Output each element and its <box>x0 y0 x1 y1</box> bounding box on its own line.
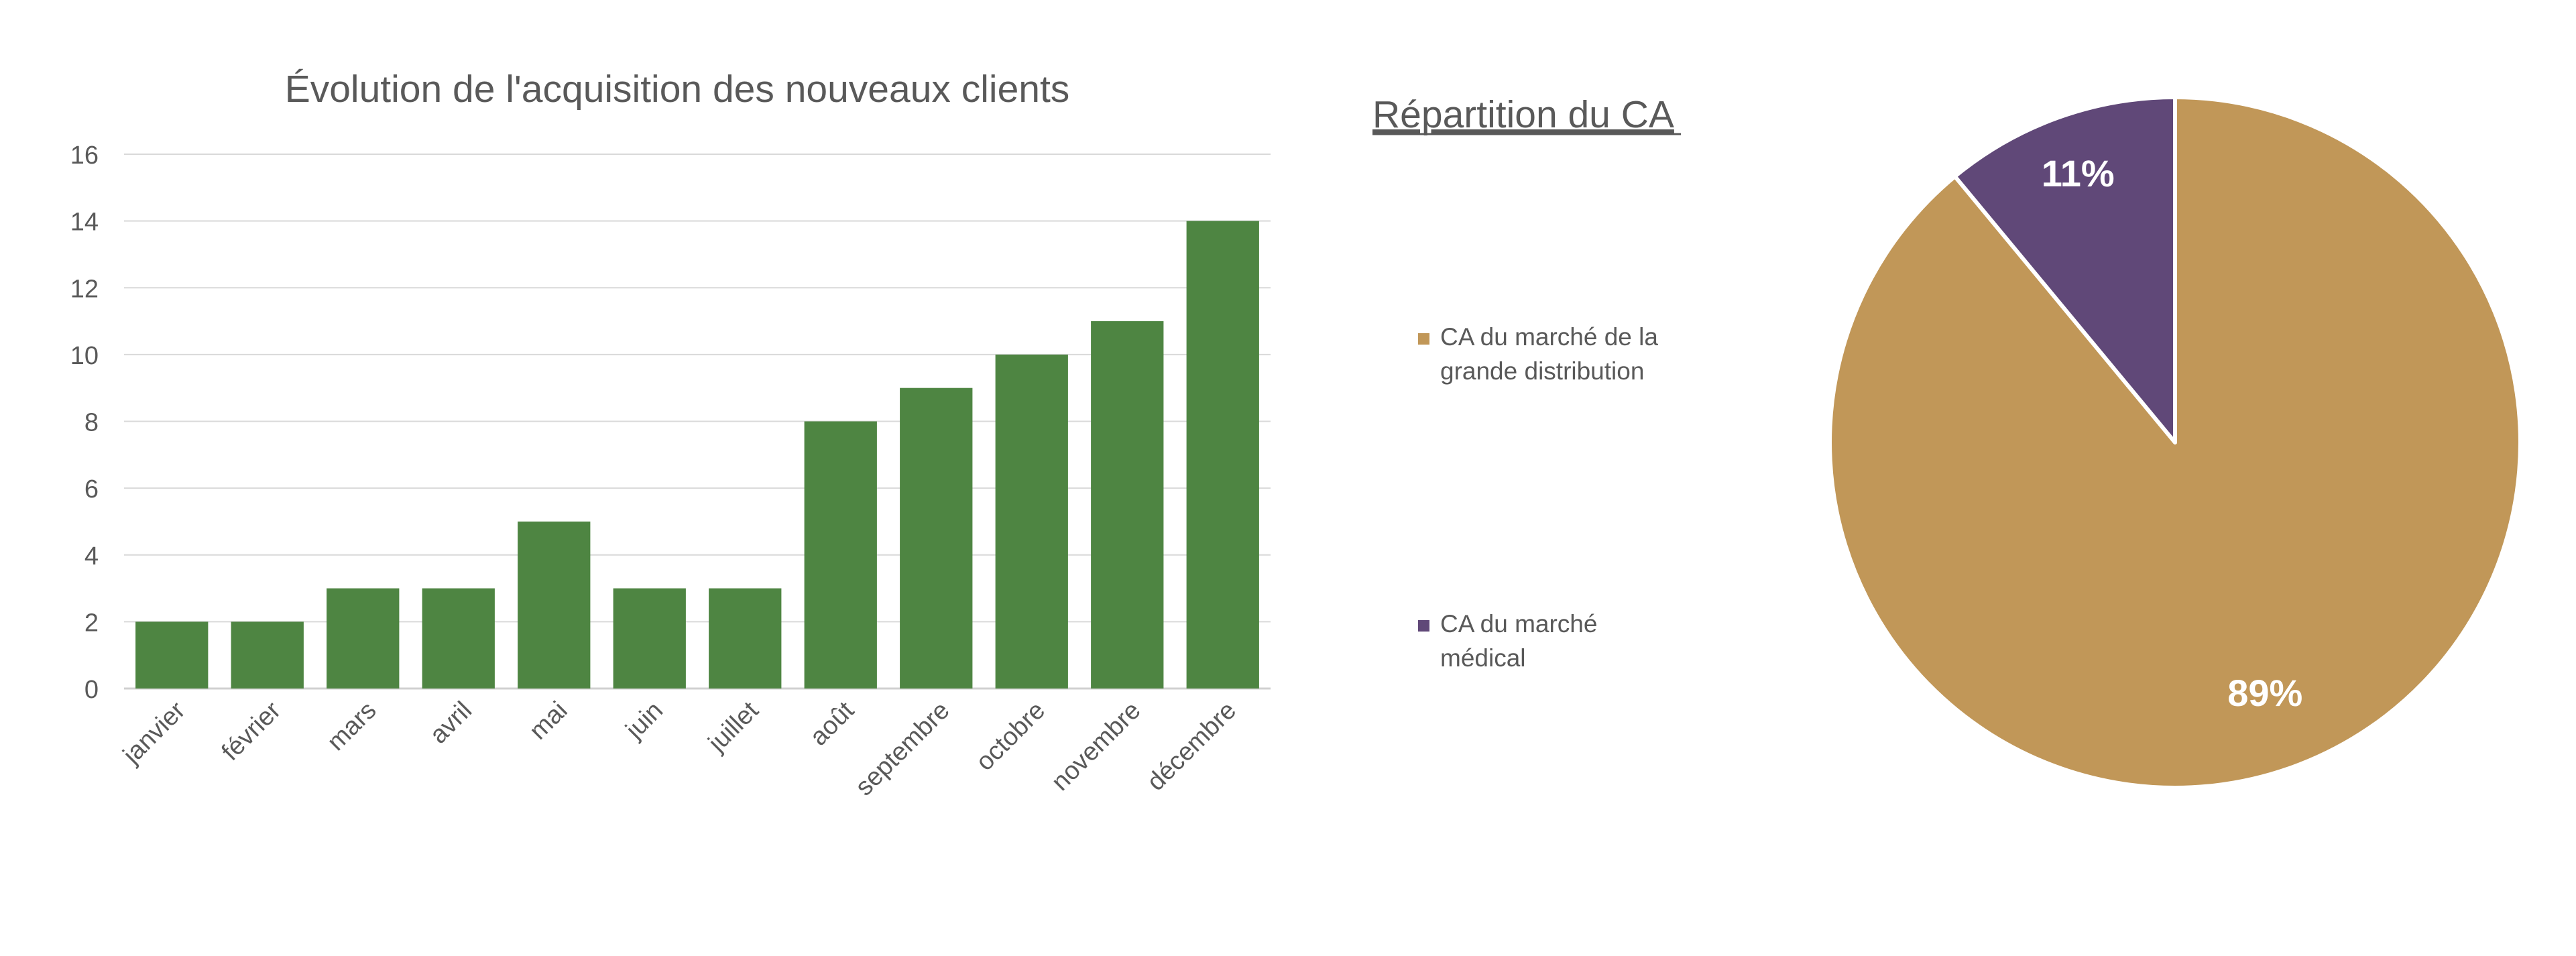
bar-septembre <box>900 387 973 689</box>
pie-data-label: 89% <box>2227 672 2302 714</box>
bar-x-tick-label: mars <box>322 697 382 756</box>
bar-mai <box>518 521 591 689</box>
bar-x-tick-label: août <box>805 696 860 751</box>
bar-juillet <box>709 588 782 689</box>
bar-x-tick-label: octobre <box>971 697 1051 776</box>
pie-slice-ca-du-marche-medical <box>1952 95 2177 444</box>
pie-slices <box>1828 95 2523 790</box>
legend-label: CA du marché de la <box>1440 323 1658 351</box>
bar-octobre <box>995 354 1068 689</box>
legend-label: médical <box>1440 644 1526 672</box>
bar-y-tick-label: 10 <box>70 342 99 370</box>
pie-data-label: 11% <box>2042 152 2115 194</box>
bar-gridlines <box>124 154 1271 690</box>
bar-y-tick-label: 14 <box>70 208 99 237</box>
pie-chart: Répartition du CA CA du marché de la gran… <box>1372 93 2523 790</box>
bar-x-tick-label: novembre <box>1046 697 1146 796</box>
legend-label: CA du marché <box>1440 610 1597 638</box>
legend-label: grande distribution <box>1440 357 1644 385</box>
bar-janvier <box>135 621 209 689</box>
bar-y-tick-label: 16 <box>70 141 99 170</box>
bar-x-tick-label: mai <box>524 697 573 745</box>
bar-series <box>135 221 1259 689</box>
bar-x-tick-label: février <box>217 696 287 766</box>
bar-aout <box>804 421 877 689</box>
bar-chart: Évolution de l'acquisition des nouveaux … <box>70 68 1271 801</box>
pie-legend: CA du marché de la grande distribution CA … <box>1418 323 1658 672</box>
bar-x-tick-label: janvier <box>117 696 191 770</box>
bar-x-tick-label: septembre <box>850 697 955 802</box>
pie-data-labels: 89% 11% <box>2042 152 2303 714</box>
bar-chart-title: Évolution de l'acquisition des nouveaux … <box>285 68 1070 111</box>
bar-fevrier <box>231 621 304 689</box>
bar-y-tick-label: 2 <box>84 609 99 637</box>
bar-x-tick-label: avril <box>424 697 477 750</box>
bar-y-tick-label: 12 <box>70 275 99 303</box>
bar-y-tick-label: 4 <box>84 542 99 571</box>
bar-decembre <box>1186 221 1259 689</box>
bar-juin <box>613 588 686 689</box>
legend-swatch <box>1418 620 1429 632</box>
bar-y-axis-ticks: 0 2 4 6 8 10 12 14 16 <box>70 141 99 704</box>
bar-y-tick-label: 0 <box>84 676 99 704</box>
bar-y-tick-label: 8 <box>84 409 99 437</box>
bar-avril <box>422 588 495 689</box>
legend-swatch <box>1418 333 1429 345</box>
bar-mars <box>327 588 400 689</box>
bar-y-tick-label: 6 <box>84 475 99 503</box>
bar-x-axis-ticks: janvier février mars avril mai juin juillet aoû… <box>117 696 1242 801</box>
bar-x-tick-label: décembre <box>1142 697 1242 796</box>
bar-x-tick-label: juin <box>620 697 668 745</box>
pie-chart-title: Répartition du CA <box>1372 93 1674 136</box>
bar-x-tick-label: juillet <box>703 696 764 758</box>
bar-novembre <box>1091 321 1164 689</box>
